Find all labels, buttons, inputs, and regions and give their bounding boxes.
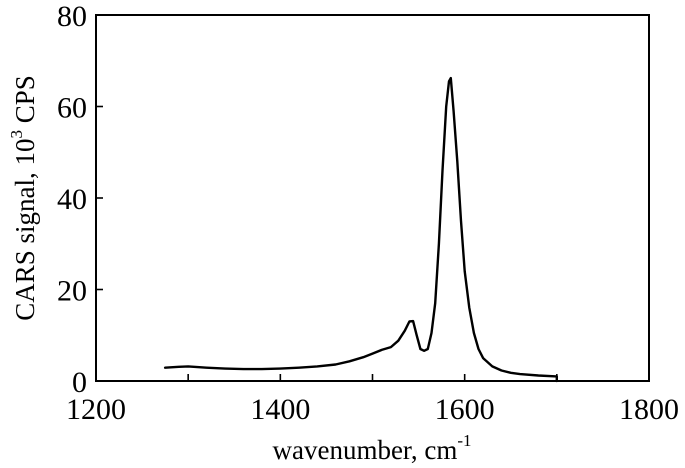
y-tick-label: 0 (72, 366, 87, 399)
y-axis-label: CARS signal, 103 CPS (7, 75, 40, 321)
x-axis-ticks (187, 374, 558, 381)
x-tick-label: 1800 (619, 393, 679, 426)
y-axis-label-superscript: 3 (7, 130, 26, 139)
x-axis-label-text: wavenumber, cm (272, 435, 457, 465)
x-axis-label-superscript: -1 (457, 431, 471, 450)
x-tick-label: 1600 (435, 393, 495, 426)
y-axis-label-text: CARS signal, 10 (10, 139, 40, 321)
y-axis-ticks (96, 105, 103, 291)
data-series-line (163, 76, 558, 383)
plot-area-frame (95, 14, 650, 382)
x-axis-tick-labels: 1200 1400 1600 1800 (66, 393, 679, 426)
y-tick-label: 20 (57, 275, 87, 308)
y-tick-label: 80 (57, 0, 87, 33)
x-axis-label: wavenumber, cm-1 (272, 431, 471, 465)
y-axis-label-suffix: CPS (10, 75, 40, 130)
y-tick-label: 40 (57, 183, 87, 216)
x-tick-label: 1400 (250, 393, 310, 426)
y-axis-tick-labels: 0 20 40 60 80 (57, 0, 87, 399)
y-tick-label: 60 (57, 92, 87, 125)
x-tick-label: 1200 (66, 393, 126, 426)
